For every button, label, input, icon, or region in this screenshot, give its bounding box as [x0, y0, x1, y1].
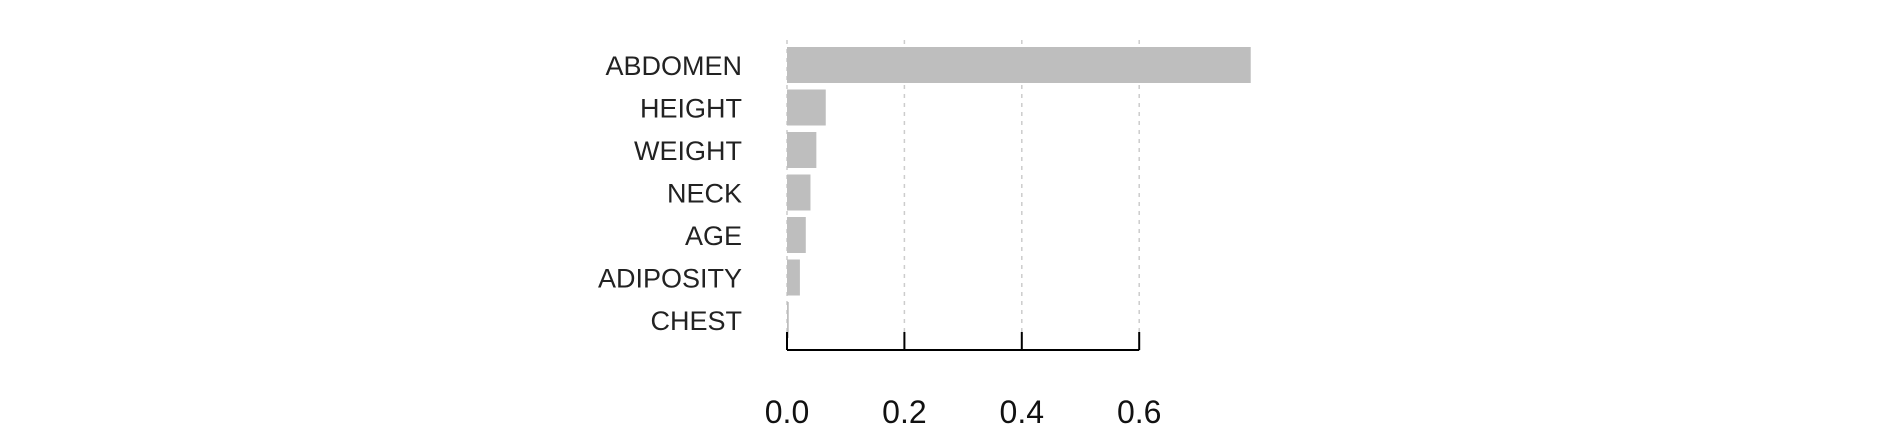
category-label-abdomen: ABDOMEN — [605, 51, 742, 81]
bars — [787, 47, 1251, 338]
x-tick-label: 0.0 — [765, 394, 809, 428]
category-label-weight: WEIGHT — [634, 136, 742, 166]
bar-abdomen — [787, 47, 1251, 83]
category-label-height: HEIGHT — [640, 94, 742, 124]
category-label-adiposity: ADIPOSITY — [598, 264, 742, 294]
grid-lines — [786, 40, 1140, 336]
bar-age — [787, 217, 806, 253]
x-tick-label: 0.4 — [1000, 394, 1044, 428]
category-label-chest: CHEST — [650, 306, 742, 336]
x-tick-label: 0.6 — [1117, 394, 1161, 428]
category-label-age: AGE — [685, 221, 742, 251]
bar-adiposity — [787, 259, 800, 296]
bar-weight — [787, 132, 817, 168]
bar-neck — [787, 174, 811, 211]
x-axis: 0.0 0.2 0.4 0.6 — [765, 332, 1161, 428]
x-tick-label: 0.2 — [882, 394, 926, 428]
category-label-neck: NECK — [667, 179, 742, 209]
bar-chest — [787, 302, 789, 338]
bar-height — [787, 89, 826, 126]
category-labels: ABDOMEN HEIGHT WEIGHT NECK AGE ADIPOSITY CHEST — [598, 51, 742, 336]
